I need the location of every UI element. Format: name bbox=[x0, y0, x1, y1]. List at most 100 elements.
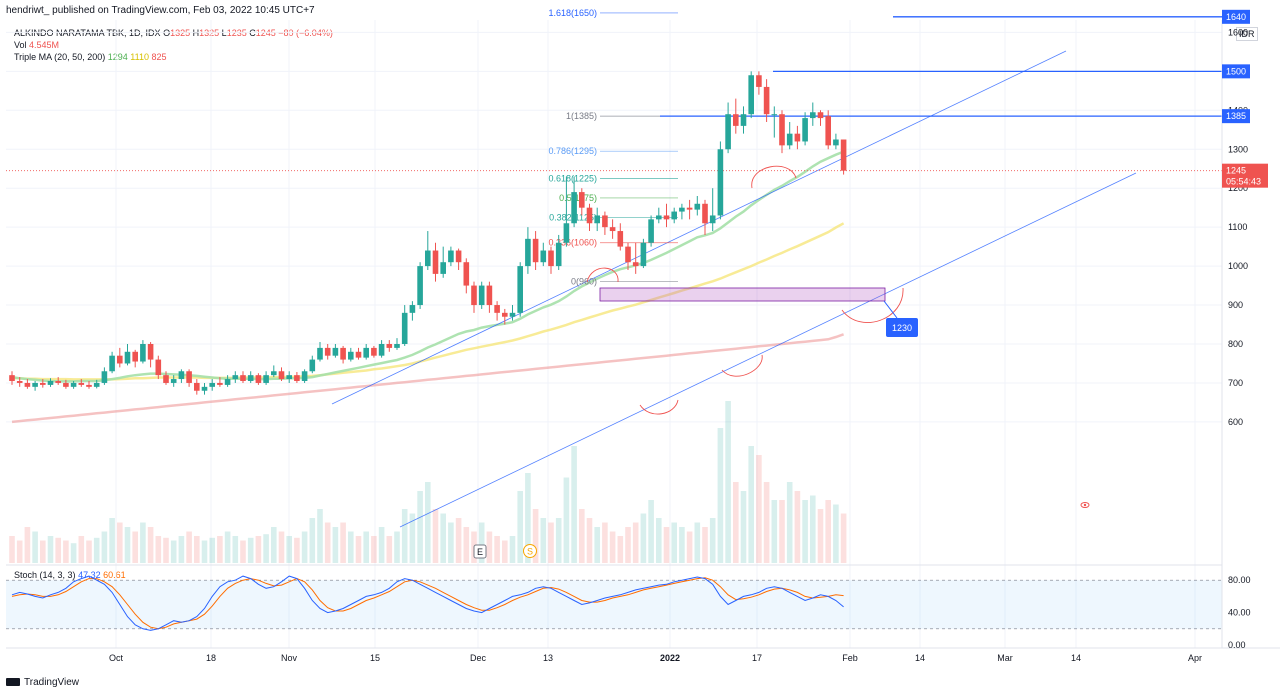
volume-bar bbox=[810, 495, 816, 563]
close-value: 1245 bbox=[255, 28, 276, 38]
candle-body bbox=[663, 215, 670, 220]
candle-body bbox=[386, 344, 393, 348]
stoch-label[interactable]: Stoch (14, 3, 3) bbox=[14, 570, 76, 580]
candle-body bbox=[686, 207, 693, 210]
candle-body bbox=[324, 347, 331, 356]
time-tick-label: Oct bbox=[109, 653, 124, 663]
candle-body bbox=[278, 371, 285, 380]
price-tick-label: 900 bbox=[1228, 300, 1243, 310]
volume-bar bbox=[70, 543, 77, 563]
candle-body bbox=[348, 351, 354, 360]
volume-bar bbox=[579, 509, 585, 563]
stoch-d-value: 60.61 bbox=[103, 570, 126, 580]
volume-bar bbox=[294, 537, 300, 563]
change-value: −80 (−6.04%) bbox=[278, 28, 333, 38]
volume-bar bbox=[802, 500, 808, 563]
candle-body bbox=[594, 215, 600, 224]
open-value: 1325 bbox=[170, 28, 191, 38]
volume-bar bbox=[78, 536, 85, 563]
candle-body bbox=[709, 215, 716, 224]
candle-body bbox=[532, 238, 539, 263]
candle-body bbox=[217, 382, 223, 385]
volume-bar bbox=[694, 522, 701, 563]
candle-body bbox=[271, 371, 277, 376]
fib-label: 0(960) bbox=[571, 277, 597, 287]
volume-bar bbox=[709, 518, 716, 563]
candle-body bbox=[86, 384, 92, 387]
candle-body bbox=[47, 381, 54, 385]
candle-body bbox=[55, 381, 61, 383]
candle-body bbox=[725, 114, 731, 150]
candle-body bbox=[733, 114, 739, 126]
volume-bar bbox=[40, 540, 46, 563]
candle-body bbox=[817, 112, 824, 119]
published-caption: hendriwt_ published on TradingView.com, … bbox=[6, 5, 315, 16]
volume-bar bbox=[748, 446, 754, 563]
candle-body bbox=[771, 114, 778, 116]
brand-footer[interactable]: TradingView bbox=[6, 677, 79, 688]
low-label: L bbox=[221, 28, 227, 38]
candle-body bbox=[786, 133, 793, 146]
volume-bar bbox=[401, 509, 408, 563]
volume-bar bbox=[117, 522, 123, 563]
ma-label[interactable]: Triple MA (20, 50, 200) bbox=[14, 52, 106, 62]
price-tick-label: 1100 bbox=[1228, 222, 1247, 232]
volume-bar bbox=[440, 513, 446, 563]
candle-body bbox=[540, 250, 547, 263]
ma200-line bbox=[11, 333, 845, 424]
volume-bar bbox=[124, 527, 131, 563]
candle-body bbox=[355, 351, 362, 358]
symbol-name[interactable]: ALKINDO NARATAMA TBK, 1D, IDX bbox=[14, 28, 161, 38]
volume-bar bbox=[394, 531, 400, 563]
tradingview-logo-icon bbox=[6, 678, 20, 687]
candle-body bbox=[486, 285, 493, 306]
time-tick-label: 2022 bbox=[660, 653, 680, 663]
candle-body bbox=[378, 344, 385, 356]
candle-body bbox=[740, 114, 747, 126]
volume-bar bbox=[201, 540, 208, 563]
fib-label: 0.5(1175) bbox=[559, 193, 597, 203]
volume-bar bbox=[232, 536, 239, 563]
currency-badge[interactable]: IDR bbox=[1236, 27, 1258, 41]
candle-body bbox=[16, 381, 23, 383]
axis-price-badge-label: 1385 bbox=[1226, 111, 1246, 121]
volume-bar bbox=[817, 509, 824, 563]
candle-body bbox=[186, 371, 192, 383]
candle-body bbox=[363, 347, 369, 358]
candle-body bbox=[440, 262, 446, 274]
candle-body bbox=[463, 262, 470, 286]
candle-body bbox=[117, 355, 123, 364]
volume-bar bbox=[16, 540, 23, 563]
candle-body bbox=[24, 382, 31, 387]
volume-bar bbox=[247, 537, 254, 563]
arrow-line bbox=[883, 300, 898, 319]
volume-bar bbox=[555, 518, 562, 563]
earnings-marker-label: E bbox=[477, 547, 483, 557]
candle-body bbox=[525, 238, 531, 267]
candle-body bbox=[401, 312, 408, 344]
volume-bar bbox=[101, 531, 108, 563]
volume-label[interactable]: Vol bbox=[14, 40, 27, 50]
volume-bar bbox=[448, 522, 454, 563]
candle-body bbox=[32, 382, 38, 387]
drawings: 1.618(1650) 1(1385) 0.786(1295) 0.618(1225)… bbox=[6, 8, 1222, 528]
volume-bar bbox=[756, 455, 762, 563]
volume-bar bbox=[617, 536, 624, 563]
candle-body bbox=[609, 227, 616, 232]
candle-body bbox=[779, 114, 785, 146]
volume-bar bbox=[417, 491, 423, 563]
volume-bar bbox=[240, 540, 246, 563]
time-tick-label: 15 bbox=[370, 653, 380, 663]
candle-body bbox=[317, 347, 323, 360]
open-label: O bbox=[163, 28, 171, 38]
time-tick-label: 13 bbox=[543, 653, 553, 663]
candle-body bbox=[802, 118, 808, 142]
volume-bar bbox=[502, 540, 508, 563]
ma50-value: 1110 bbox=[130, 52, 149, 62]
volume-bar bbox=[147, 527, 154, 563]
volume-bar bbox=[378, 527, 385, 563]
volume-bar bbox=[632, 522, 639, 563]
price-tick-label: 700 bbox=[1228, 378, 1243, 388]
volume-bar bbox=[371, 536, 377, 563]
